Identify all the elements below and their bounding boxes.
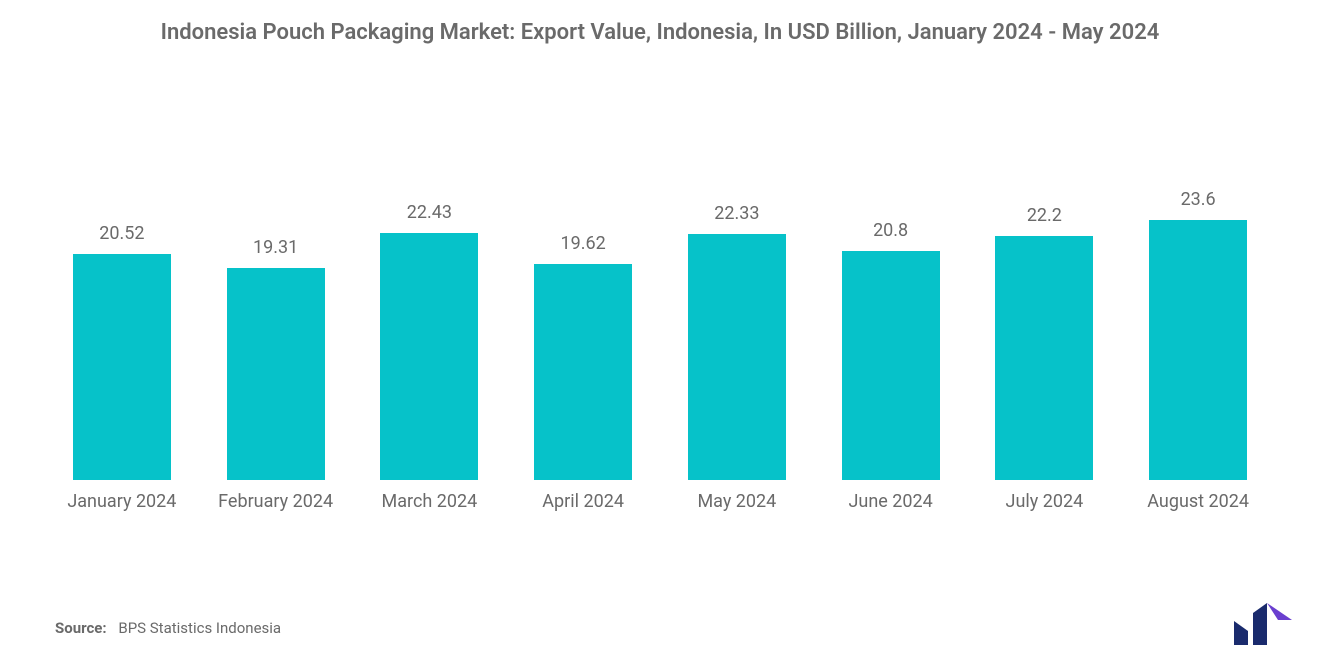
bar-group: 22.33 bbox=[660, 175, 814, 480]
bar-value-label: 19.31 bbox=[253, 237, 298, 258]
bar-value-label: 20.52 bbox=[99, 223, 144, 244]
category-label: August 2024 bbox=[1121, 490, 1275, 513]
bar-group: 22.2 bbox=[968, 175, 1122, 480]
bar bbox=[688, 234, 786, 480]
bar-group: 20.8 bbox=[814, 175, 968, 480]
category-label: June 2024 bbox=[814, 490, 968, 513]
category-label: April 2024 bbox=[506, 490, 660, 513]
bar-value-label: 22.2 bbox=[1027, 205, 1062, 226]
source-label: Source: bbox=[55, 619, 107, 637]
chart-container: Indonesia Pouch Packaging Market: Export… bbox=[0, 0, 1320, 665]
bar bbox=[380, 233, 478, 480]
bar-value-label: 22.33 bbox=[714, 203, 759, 224]
logo-accent bbox=[1267, 603, 1292, 620]
bar-value-label: 20.8 bbox=[873, 220, 908, 241]
logo-bar-left bbox=[1234, 621, 1248, 645]
chart-plot-area: 20.52 19.31 22.43 19.62 22.33 20.8 22.2 23.6 bbox=[45, 175, 1275, 480]
bar bbox=[842, 251, 940, 480]
bar-group: 19.31 bbox=[199, 175, 353, 480]
category-label: January 2024 bbox=[45, 490, 199, 513]
bar-group: 22.43 bbox=[353, 175, 507, 480]
bar-group: 19.62 bbox=[506, 175, 660, 480]
source-text: BPS Statistics Indonesia bbox=[118, 619, 281, 637]
category-label: March 2024 bbox=[353, 490, 507, 513]
bar bbox=[73, 254, 171, 480]
bar bbox=[995, 236, 1093, 480]
chart-title: Indonesia Pouch Packaging Market: Export… bbox=[0, 18, 1320, 48]
bar bbox=[1149, 220, 1247, 480]
bar-value-label: 22.43 bbox=[407, 202, 452, 223]
chart-category-labels: January 2024February 2024March 2024April… bbox=[45, 490, 1275, 513]
source-attribution: Source: BPS Statistics Indonesia bbox=[55, 619, 281, 637]
category-label: February 2024 bbox=[199, 490, 353, 513]
bar bbox=[534, 264, 632, 480]
bar bbox=[227, 268, 325, 480]
brand-logo bbox=[1234, 603, 1292, 645]
bar-value-label: 19.62 bbox=[561, 233, 606, 254]
category-label: July 2024 bbox=[968, 490, 1122, 513]
bar-value-label: 23.6 bbox=[1181, 189, 1216, 210]
bar-group: 20.52 bbox=[45, 175, 199, 480]
logo-bar-middle bbox=[1253, 603, 1267, 645]
bar-group: 23.6 bbox=[1121, 175, 1275, 480]
logo-icon bbox=[1234, 603, 1292, 645]
category-label: May 2024 bbox=[660, 490, 814, 513]
